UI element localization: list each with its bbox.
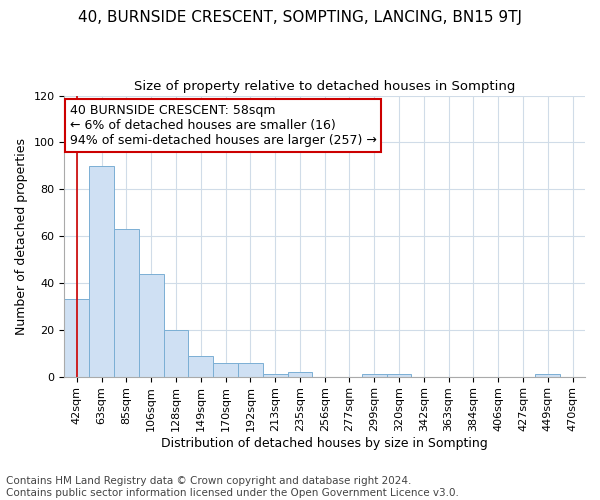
Text: 40 BURNSIDE CRESCENT: 58sqm
← 6% of detached houses are smaller (16)
94% of semi: 40 BURNSIDE CRESCENT: 58sqm ← 6% of deta… bbox=[70, 104, 376, 147]
Title: Size of property relative to detached houses in Sompting: Size of property relative to detached ho… bbox=[134, 80, 515, 93]
Bar bbox=[64, 300, 89, 376]
Bar bbox=[263, 374, 287, 376]
Bar bbox=[89, 166, 114, 376]
Bar bbox=[164, 330, 188, 376]
X-axis label: Distribution of detached houses by size in Sompting: Distribution of detached houses by size … bbox=[161, 437, 488, 450]
Text: 40, BURNSIDE CRESCENT, SOMPTING, LANCING, BN15 9TJ: 40, BURNSIDE CRESCENT, SOMPTING, LANCING… bbox=[78, 10, 522, 25]
Bar bbox=[535, 374, 560, 376]
Bar bbox=[139, 274, 164, 376]
Bar bbox=[287, 372, 313, 376]
Bar bbox=[213, 362, 238, 376]
Y-axis label: Number of detached properties: Number of detached properties bbox=[15, 138, 28, 334]
Bar bbox=[238, 362, 263, 376]
Bar bbox=[188, 356, 213, 376]
Text: Contains HM Land Registry data © Crown copyright and database right 2024.
Contai: Contains HM Land Registry data © Crown c… bbox=[6, 476, 459, 498]
Bar bbox=[362, 374, 386, 376]
Bar bbox=[114, 229, 139, 376]
Bar bbox=[386, 374, 412, 376]
